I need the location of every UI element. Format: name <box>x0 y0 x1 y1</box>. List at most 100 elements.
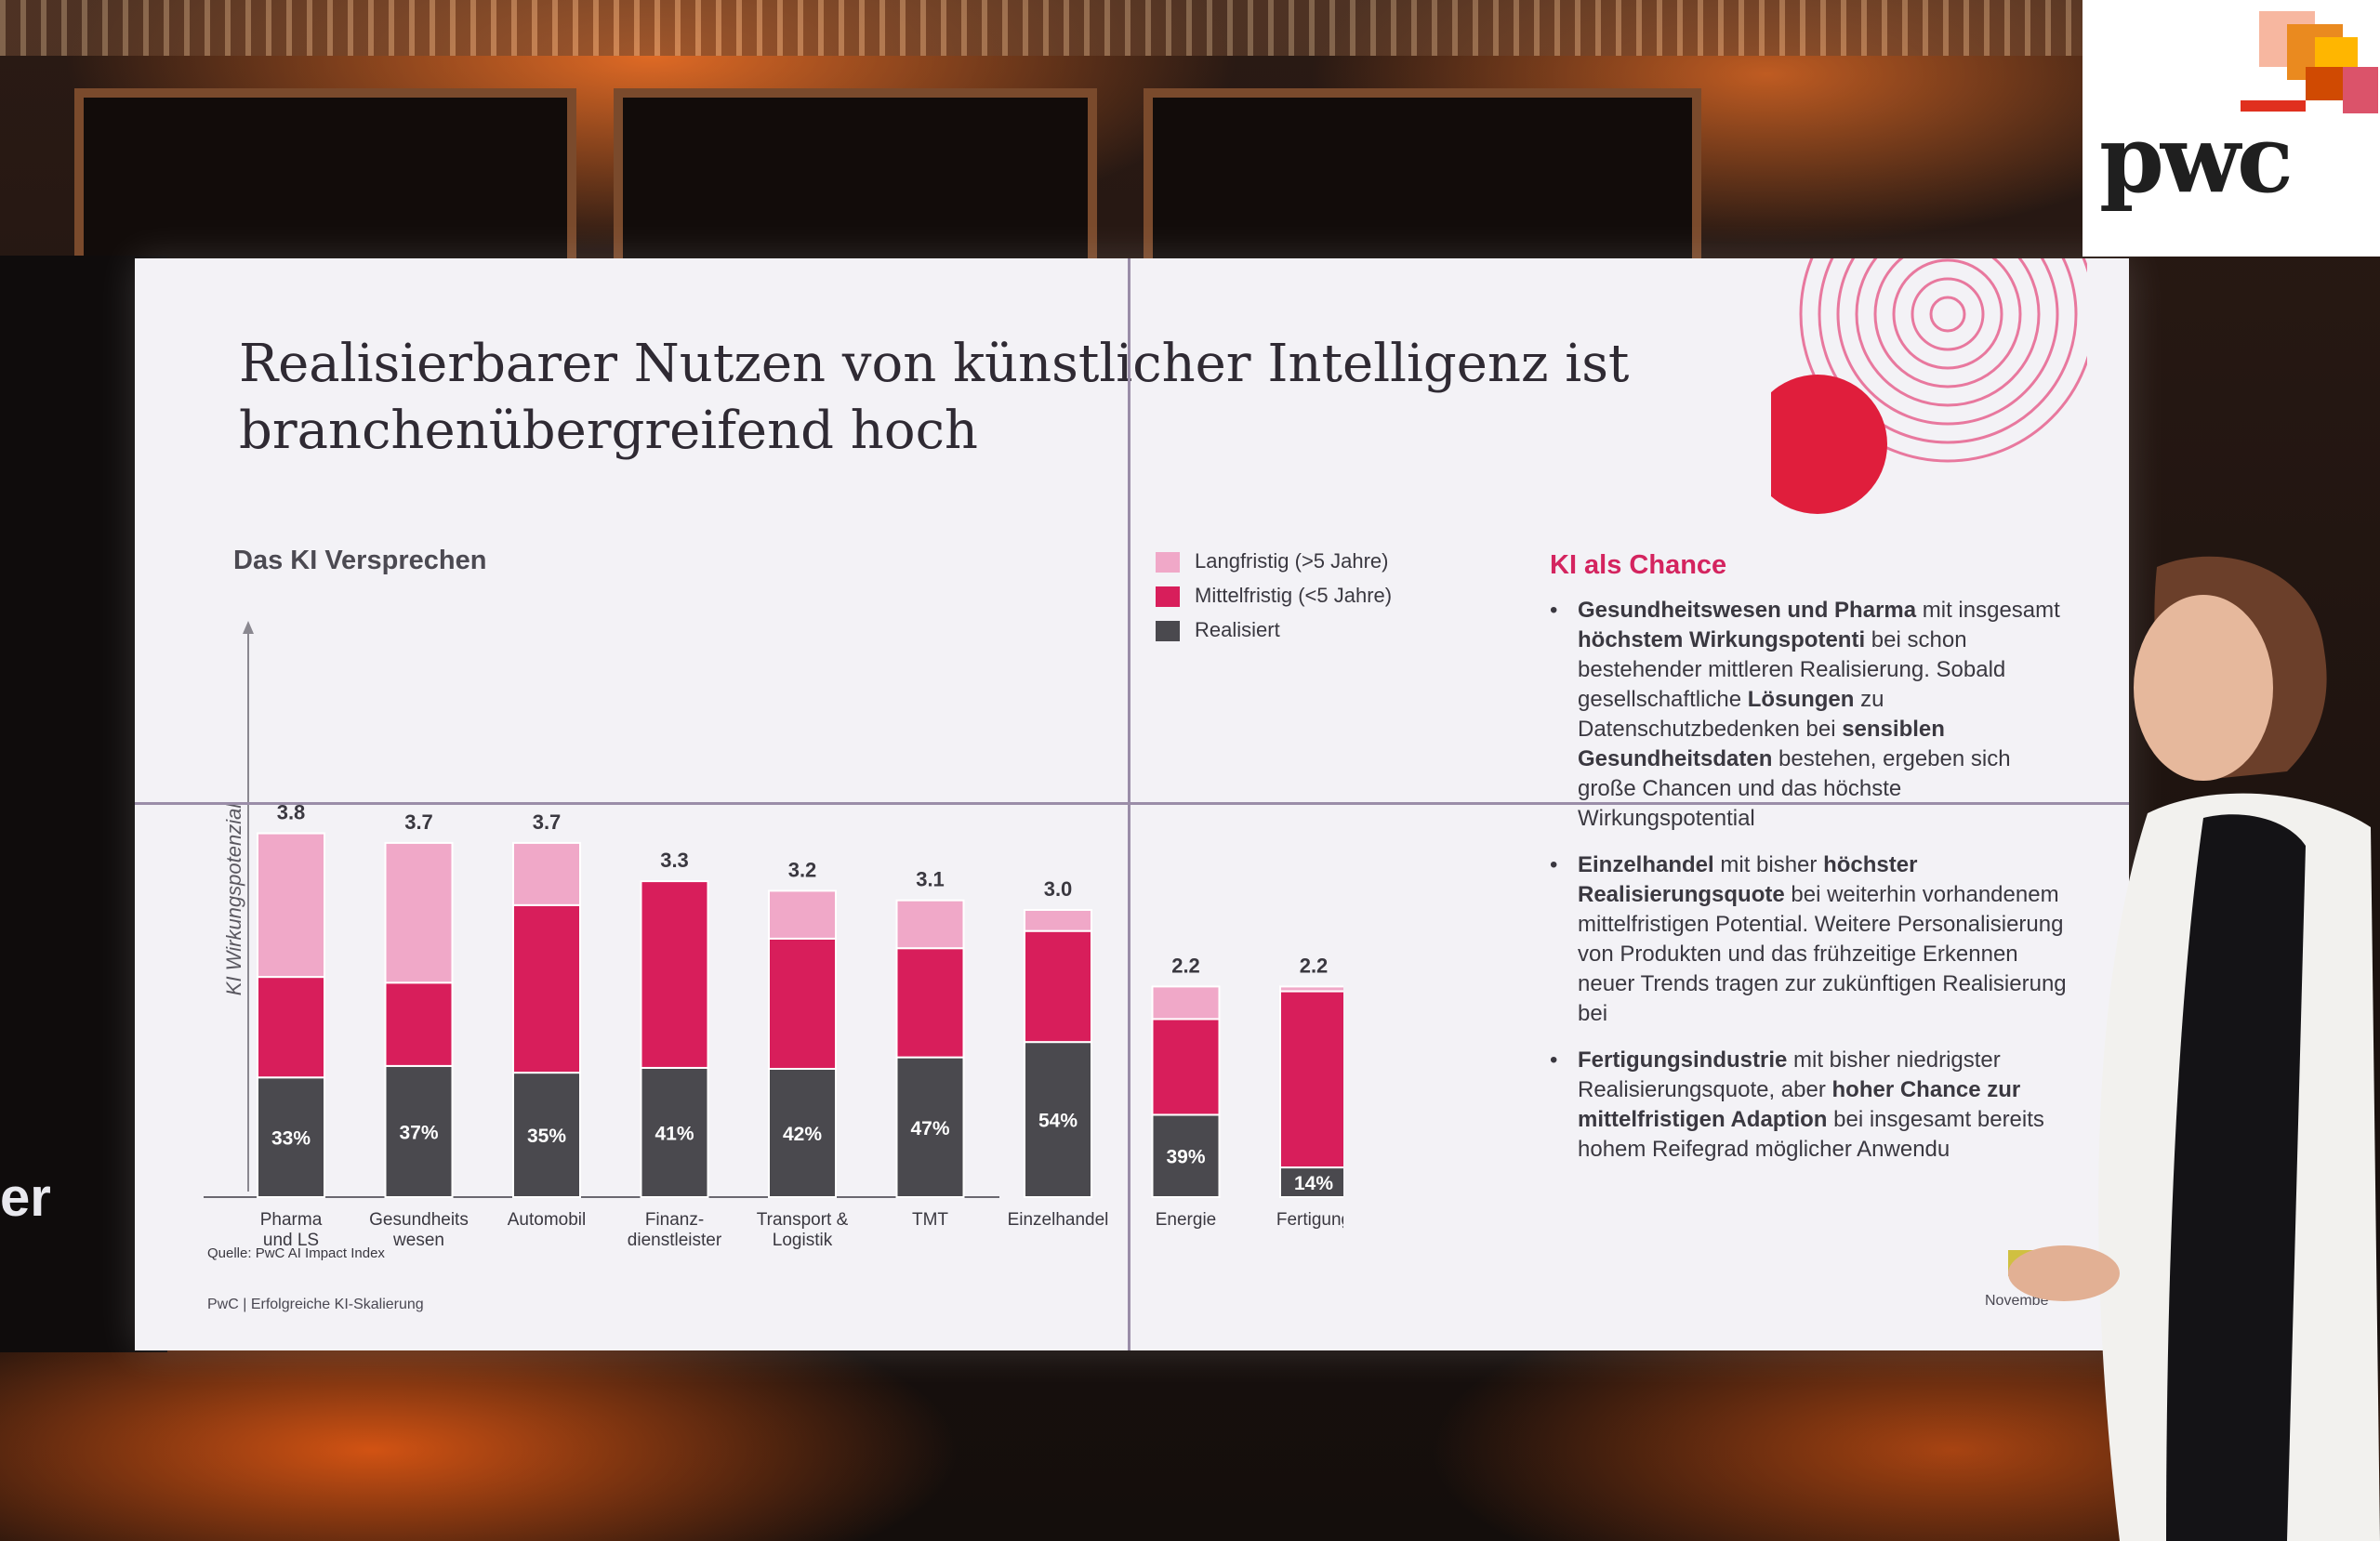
y-axis-label: KI Wirkungspotenzial <box>222 803 245 996</box>
slide-title-line-2: branchenübergreifend hoch <box>239 401 978 461</box>
category-tick-label: Transport & <box>757 1210 849 1230</box>
bar-segment <box>1024 929 1092 1044</box>
bar-segment <box>1279 985 1343 993</box>
legend-label: Mittelfristig (<5 Jahre) <box>1195 584 1393 607</box>
panel-bullet-list: • Gesundheitswesen und Pharma mit insgesa… <box>1550 596 2070 1165</box>
bar-realized-share-label: 37% <box>399 1122 438 1143</box>
bar-segment <box>512 841 581 906</box>
bar-segment <box>384 981 454 1067</box>
category-tick-label: Einzelhandel <box>1008 1210 1109 1230</box>
bar-segment <box>384 841 454 984</box>
window-frame-center <box>614 88 1097 274</box>
slide-title-line-1: Realisierbarer Nutzen von künstlicher In… <box>239 334 1630 394</box>
panel-bullet: • Gesundheitswesen und Pharma mit insgesa… <box>1550 596 2070 834</box>
category-tick-label: Pharma <box>260 1210 323 1230</box>
slide-footer-date: Novembe <box>1985 1293 2049 1309</box>
legend-item-mittelfristig: Mittelfristig (<5 Jahre) <box>1156 581 1462 612</box>
ki-chance-panel: KI als Chance • Gesundheitswesen und Phar… <box>1550 550 2070 1181</box>
bar-segment <box>768 1067 837 1198</box>
bar-segment <box>768 889 837 940</box>
bar-segment <box>257 1076 325 1198</box>
bar-realized-share-label: 39% <box>1166 1147 1205 1168</box>
red-circle-icon <box>1771 375 1887 514</box>
category-tick-label: dienstleister <box>628 1231 722 1250</box>
bar-total-label: 3.2 <box>788 858 817 881</box>
panel-bullet: • Einzelhandel mit bisher höchster Realis… <box>1550 850 2070 1029</box>
presentation-slide: Realisierbarer Nutzen von künstlicher In… <box>135 258 2129 1350</box>
bullet-text-bold: hoher Chance zur mittelfristigen Adaptio… <box>1578 1077 2021 1132</box>
bar-total-label: 3.1 <box>916 868 945 891</box>
legend-item-langfristig: Langfristig (>5 Jahre) <box>1156 547 1462 578</box>
bar-segment <box>640 1066 709 1199</box>
bar-segment <box>1024 1041 1092 1199</box>
bar-total-label: 2.2 <box>1171 954 1200 977</box>
bar-realized-share-label: 54% <box>1038 1111 1078 1132</box>
bullet-text: mit bisher niedrigster Realisierungsquot… <box>1578 1047 2001 1102</box>
bar-realized-share-label: 33% <box>271 1128 311 1150</box>
bar-segment <box>1151 1113 1221 1198</box>
chart-section-heading: Das KI Versprechen <box>233 546 487 575</box>
category-tick-label: Automobil <box>508 1210 587 1230</box>
panel-title: KI als Chance <box>1550 550 1727 580</box>
bullet-text-bold: höchster Realisierungsquote <box>1578 852 1918 907</box>
slide-title: Realisierbarer Nutzen von künstlicher In… <box>239 331 1633 465</box>
bullet-text: bestehen, ergeben sich große Chancen und… <box>1578 746 2011 831</box>
bar-segment <box>768 937 837 1070</box>
bar-segment <box>257 976 325 1079</box>
bar-segment <box>1279 990 1343 1169</box>
bar-realized-share-label: 14% <box>1294 1173 1333 1194</box>
legend-label: Langfristig (>5 Jahre) <box>1195 549 1389 573</box>
screen-seam-horizontal <box>135 802 2129 805</box>
legend-item-realisiert: Realisiert <box>1156 615 1462 647</box>
bar-segment <box>640 880 709 1069</box>
bullet-text-bold: sensiblen Gesundheitsdaten <box>1578 717 1945 771</box>
bullet-text-bold: höchstem Wirkungspotenti <box>1578 627 1866 652</box>
bullet-dot: • <box>1550 852 1558 877</box>
bullet-text-bold: Lösungen <box>1747 687 1855 712</box>
bar-total-label: 3.3 <box>660 849 689 872</box>
legend-swatch <box>1156 621 1180 641</box>
bar-segment <box>512 903 581 1074</box>
category-tick-label: TMT <box>912 1210 948 1230</box>
bullet-dot: • <box>1550 1047 1558 1073</box>
bullet-text: bei weiterhin vorhandenem mittelfristige… <box>1578 882 2067 1026</box>
bar-total-label: 3.0 <box>1044 877 1073 901</box>
bar-realized-share-label: 41% <box>654 1123 694 1144</box>
bullet-text-bold: Einzelhandel <box>1578 852 1714 877</box>
category-tick-label: wesen <box>392 1231 444 1250</box>
stage-side-text: er <box>0 1167 51 1228</box>
pwc-wordmark: pwc <box>2099 104 2294 214</box>
decorative-rings-graphic <box>1771 258 2087 514</box>
category-tick-label: und LS <box>263 1231 319 1250</box>
bullet-text: bei insgesamt bereits hohem Reifegrad mö… <box>1578 1107 2044 1162</box>
window-frame-left <box>74 88 576 274</box>
panel-bullet: • Fertigungsindustrie mit bisher niedrigs… <box>1550 1046 2070 1165</box>
presenter-figure <box>2008 556 2380 1541</box>
bullet-text: mit bisher <box>1713 852 1824 877</box>
bar-total-label: 3.7 <box>533 810 562 834</box>
window-frame-right <box>1144 88 1701 274</box>
bar-segment <box>895 899 965 950</box>
bar-total-label: 2.2 <box>1300 954 1329 977</box>
bullet-dot: • <box>1550 598 1558 623</box>
pwc-logo: pwc <box>2082 0 2380 257</box>
bullet-text-bold: Fertigungsindustrie <box>1578 1047 1788 1073</box>
bar-segment <box>1024 909 1092 932</box>
category-tick-label: Logistik <box>773 1231 833 1250</box>
bar-segment <box>257 832 325 979</box>
legend-swatch <box>1156 586 1180 607</box>
bar-segment <box>1151 1018 1221 1116</box>
bar-segment <box>895 1056 965 1198</box>
bullet-text: bei schon bestehender mittleren Realisie… <box>1578 627 2006 712</box>
ceiling-truss <box>0 0 2082 56</box>
chart-source: Quelle: PwC AI Impact Index <box>207 1245 385 1261</box>
legend-swatch <box>1156 552 1180 573</box>
bar-realized-share-label: 42% <box>783 1124 822 1145</box>
category-tick-label: Gesundheits <box>369 1210 469 1230</box>
legend-label: Realisiert <box>1195 618 1280 641</box>
bullet-text: zu Datenschutzbedenken bei <box>1578 687 1884 742</box>
bullet-text: mit insgesamt <box>1916 598 2060 623</box>
category-tick-label: Finanz- <box>645 1210 704 1230</box>
bar-realized-share-label: 47% <box>910 1118 949 1139</box>
pwc-logo-blocks-icon <box>2241 11 2378 113</box>
